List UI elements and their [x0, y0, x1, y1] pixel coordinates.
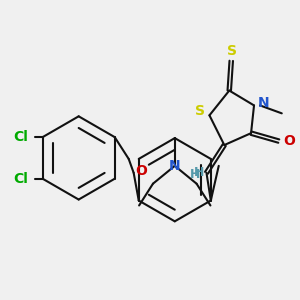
Text: N: N [169, 159, 181, 173]
Text: S: S [194, 104, 205, 118]
Text: Cl: Cl [14, 130, 28, 144]
Text: H: H [189, 168, 200, 181]
Text: O: O [283, 134, 295, 148]
Text: H: H [194, 166, 204, 179]
Text: S: S [227, 44, 237, 58]
Text: Cl: Cl [14, 172, 28, 186]
Text: O: O [136, 164, 148, 178]
Text: N: N [258, 96, 270, 110]
